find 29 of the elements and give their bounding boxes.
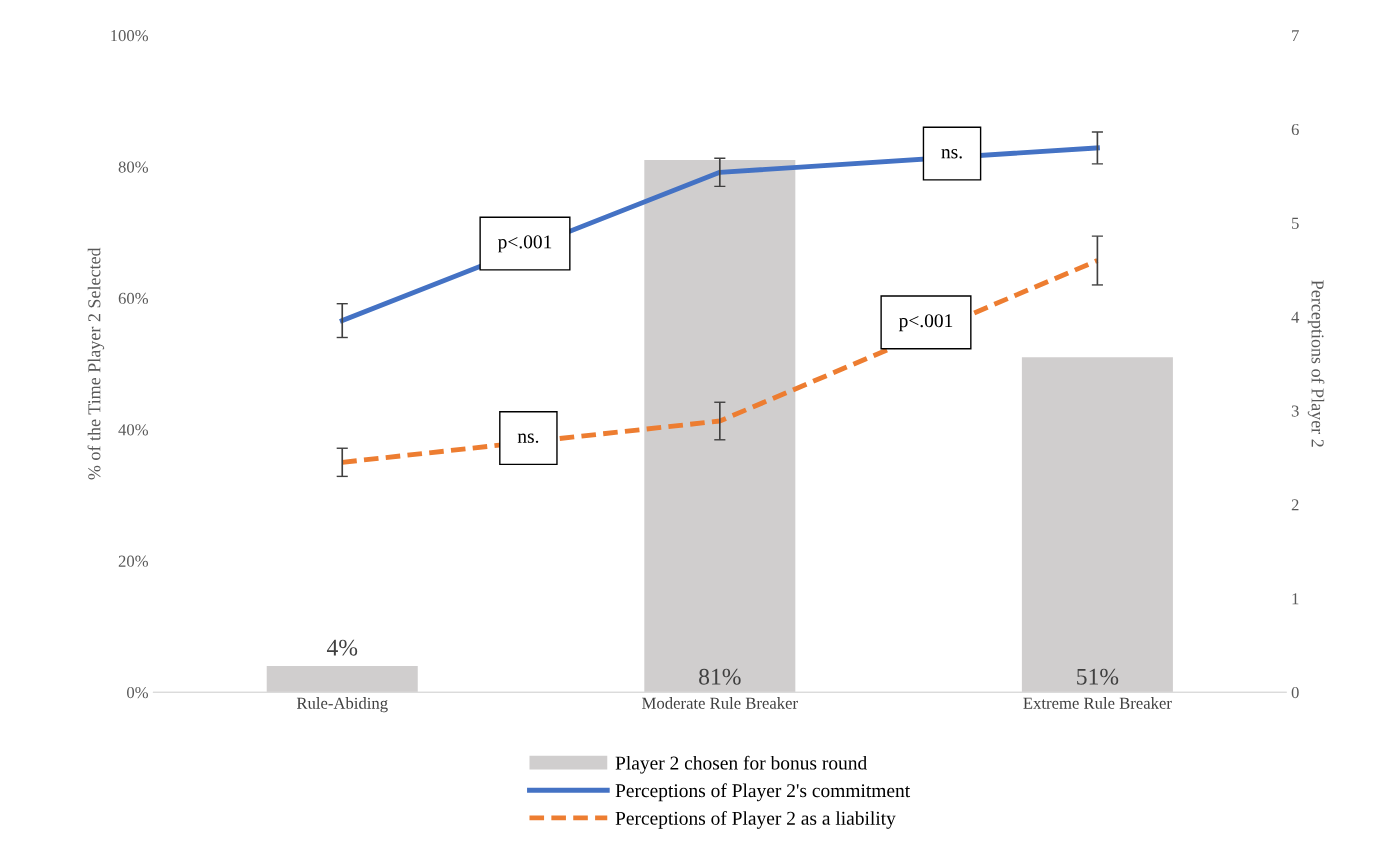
- y-axis-title: % of the Time Player 2 Selected: [87, 247, 105, 480]
- annotation: p<.001: [497, 235, 552, 253]
- y2-tick-label: 1: [1292, 593, 1299, 605]
- x-tick-label: Moderate Rule Breaker: [642, 697, 798, 709]
- data-label: 4%: [326, 639, 358, 656]
- x-tick-label: Rule-Abiding: [296, 697, 388, 713]
- y-tick-label: 60%: [118, 292, 149, 305]
- y-tick-label: 100%: [111, 30, 149, 42]
- data-label: 81%: [699, 668, 741, 685]
- y2-tick-label: 3: [1291, 405, 1299, 417]
- y2-axis-title: Perceptions of Player 2: [1307, 280, 1325, 447]
- y2-tick-label: 4: [1291, 311, 1300, 323]
- y2-tick-label: 6: [1291, 123, 1299, 136]
- y-tick-label: 20%: [118, 555, 149, 567]
- y-tick-label: 80%: [118, 161, 149, 173]
- x-tick-label: Extreme Rule Breaker: [1023, 697, 1172, 709]
- legend-label: Player 2 chosen for bonus round: [615, 755, 867, 774]
- y2-tick-label: 0: [1291, 686, 1299, 699]
- legend-label: Perceptions of Player 2 as a liability: [615, 810, 896, 829]
- y2-tick-label: 2: [1291, 499, 1299, 511]
- y-tick-label: 40%: [118, 424, 149, 436]
- y2-tick-label: 5: [1292, 217, 1299, 229]
- y-tick-label: 0%: [127, 686, 149, 699]
- data-label: 51%: [1077, 668, 1119, 685]
- annotation: ns.: [517, 433, 539, 443]
- y2-tick-label: 7: [1292, 30, 1299, 42]
- legend-label: Perceptions of Player 2's commitment: [615, 783, 911, 802]
- annotation: p<.001: [898, 314, 953, 332]
- annotation: ns.: [941, 149, 962, 159]
